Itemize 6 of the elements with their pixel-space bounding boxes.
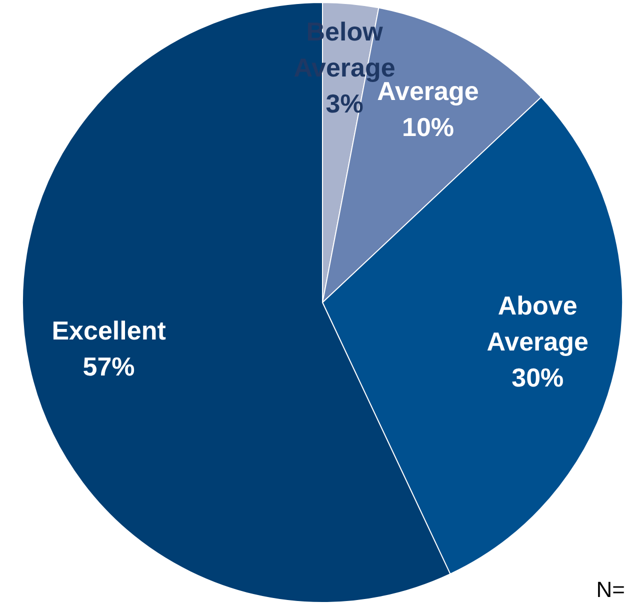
data-label: 57% [82, 351, 135, 382]
data-label: 10% [402, 112, 454, 142]
text: N= [596, 577, 625, 603]
slice-label: Above Average [486, 290, 588, 357]
data-label: 30% [512, 362, 564, 393]
slice-label: Excellent [52, 315, 166, 346]
